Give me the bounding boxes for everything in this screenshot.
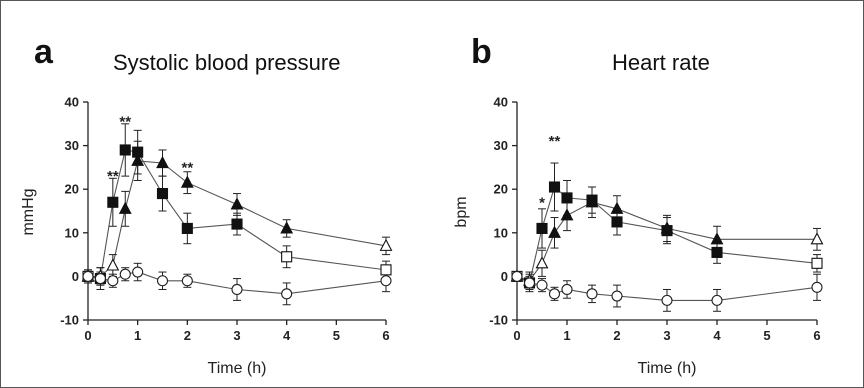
panel-b-series-2-point <box>535 256 549 269</box>
panel-b-series-3-point <box>711 294 723 306</box>
panel-b-series-3-point <box>611 290 623 302</box>
panel-a-series-3-line <box>87 271 387 295</box>
panel-a-series-1-point <box>107 196 119 208</box>
panel-a-x-tick-label: 3 <box>233 328 240 343</box>
panel-a-x-tick-label: 6 <box>382 328 389 343</box>
panel-b-series-1-point <box>536 222 548 234</box>
panel-a-series-1-point <box>231 218 243 230</box>
panel-b-x-tick-label: 1 <box>563 328 570 343</box>
panel-a-series-3-point <box>119 268 131 280</box>
panel-a-plot-area: -10 0 10 20 30 40 0 1 2 3 4 5 6 ** ** ** <box>60 95 393 343</box>
panel-a-series-2-point <box>106 258 120 271</box>
panel-b-series-3-line <box>516 275 818 301</box>
panel-b-series-2-point <box>710 232 724 245</box>
panel-a-y-tick-label: 40 <box>65 95 79 110</box>
panel-b-series-3-point <box>548 288 561 300</box>
panel-b-series-1-point <box>548 181 561 193</box>
panel-b-y-tick-label: 30 <box>494 138 508 153</box>
panel-b-series-2-point <box>548 225 561 238</box>
panel-b-x-tick-label: 6 <box>813 328 820 343</box>
panel-b-series-3-point <box>511 270 523 282</box>
panel-b-series-2-point <box>660 221 674 234</box>
panel-b-significance-mark: * <box>539 194 545 211</box>
panel-b-x-tick-label: 0 <box>513 328 520 343</box>
panel-b-ylabel: bpm <box>453 196 470 227</box>
panel-a-series-2-point <box>230 197 244 210</box>
panel-a-series-2-line <box>88 160 387 277</box>
panel-a-series-1-point <box>281 251 293 263</box>
panel-a-x-tick-label: 2 <box>184 328 191 343</box>
panel-a-letter: a <box>34 33 54 71</box>
panel-a-title: Systolic blood pressure <box>113 50 340 75</box>
panel-b-series-2-point <box>585 195 599 208</box>
panel-a-series-3-point <box>281 288 293 300</box>
panel-a-significance-mark: ** <box>119 114 131 131</box>
panel-a-series-3-point <box>107 275 119 287</box>
panel-a-series-1-point <box>181 222 193 234</box>
panel-a-significance-mark: ** <box>107 168 119 185</box>
panel-b-y-tick-label: 40 <box>494 95 508 110</box>
panel-b-series-2-point <box>610 201 624 214</box>
panel-a-series-3-point <box>94 273 106 285</box>
panel-b-series-3-point <box>586 288 598 300</box>
panel-b-series-3-point <box>811 281 823 293</box>
panel-b-series-2-line <box>516 201 817 282</box>
panel-a-y-tick-label: 0 <box>72 269 79 284</box>
panel-b-y-tick-label: 10 <box>494 225 508 240</box>
panel-a-series-1-point <box>156 188 169 200</box>
panel-b-y-tick-label: 0 <box>501 269 508 284</box>
panel-b-series-3-point <box>536 279 548 291</box>
panel-a-series-2-point <box>379 238 393 251</box>
panel-b-series-3-point <box>661 294 673 306</box>
panel-b-series-3-point <box>523 277 536 289</box>
panel-a-significance-mark: ** <box>181 159 193 176</box>
panel-a-y-tick-label: 30 <box>65 138 79 153</box>
panel-a-series-3-point <box>82 270 94 282</box>
panel-b-letter: b <box>471 33 492 71</box>
panel-a-xlabel: Time (h) <box>208 360 267 377</box>
panel-a-series-2-point <box>118 201 132 214</box>
panel-b-series-3-point <box>561 283 573 296</box>
panel-a-series-2-point <box>156 155 169 169</box>
panel-b-y-tick-label: -10 <box>489 313 508 328</box>
panel-b-series-2-point <box>560 208 574 221</box>
panel-b-series-1-line <box>516 186 818 284</box>
panel-b-series-1-point <box>611 216 623 228</box>
panel-a-series-1-line <box>87 149 387 280</box>
panel-a-y-tick-label: 10 <box>65 225 79 240</box>
panel-b: b Heart rate bpm Time (h) -10 0 10 20 30 40 0 1… <box>453 33 824 377</box>
panel-b-series-1-point <box>561 192 573 204</box>
panel-a-ylabel: mmHg <box>20 188 37 235</box>
panel-a-x-tick-label: 1 <box>134 328 141 343</box>
panel-a-y-tick-label: -10 <box>60 313 79 328</box>
panel-a-x-tick-label: 4 <box>283 328 291 343</box>
panel-b-xlabel: Time (h) <box>638 360 697 377</box>
panel-a-series-1-point <box>119 144 131 156</box>
panel-a-series-1-point <box>380 264 392 276</box>
panel-a-y-tick-label: 20 <box>65 182 79 197</box>
panel-a-x-tick-label: 5 <box>333 328 340 343</box>
panel-b-x-tick-label: 2 <box>613 328 620 343</box>
panel-b-x-tick-label: 4 <box>713 328 721 343</box>
panel-b-series-2-point <box>810 232 824 245</box>
panel-a-x-tick-label: 0 <box>84 328 91 343</box>
panel-a-series-2-point <box>131 153 145 166</box>
panel-b-title: Heart rate <box>612 50 710 75</box>
panel-b-y-tick-label: 20 <box>494 182 508 197</box>
panel-a-series-2-point <box>180 175 194 188</box>
panel-b-series-1-point <box>711 246 723 258</box>
panel-a: a Systolic blood pressure mmHg Time (h) … <box>20 33 393 377</box>
panel-a-series-3-point <box>380 275 392 287</box>
panel-b-x-tick-label: 3 <box>663 328 670 343</box>
panel-a-series-3-point <box>132 266 144 278</box>
panel-b-x-tick-label: 5 <box>763 328 770 343</box>
panel-a-series-3-point <box>156 275 169 287</box>
panel-a-series-3-point <box>181 275 193 287</box>
panel-a-series-2-point <box>280 221 294 234</box>
panel-a-series-3-point <box>231 283 243 296</box>
panel-b-series-1-point <box>811 257 823 269</box>
panel-b-significance-mark: ** <box>549 133 561 150</box>
